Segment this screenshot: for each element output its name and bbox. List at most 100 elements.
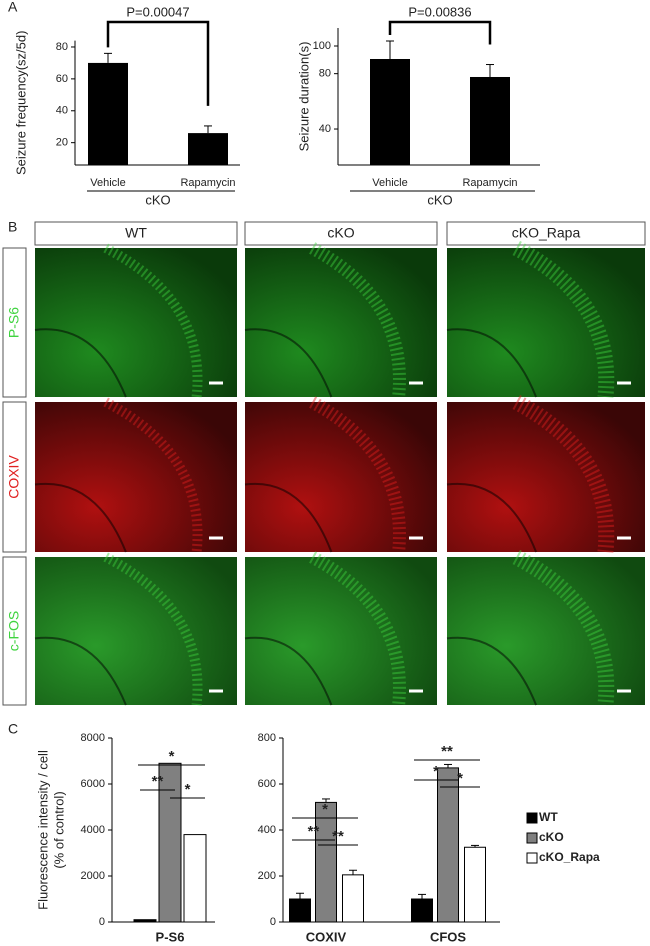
- panel-label: C: [8, 721, 18, 737]
- y-tick-label: 200: [258, 870, 276, 882]
- y-tick-label: 4000: [81, 824, 105, 836]
- significance-label: *: [433, 763, 439, 780]
- y-tick-label: 6000: [81, 778, 105, 790]
- cell-layer: [309, 396, 406, 553]
- y-axis-label: Seizure frequency(sz/5d): [13, 31, 28, 176]
- column-header-box: [244, 221, 438, 246]
- annotation: P=0.00047: [126, 4, 189, 19]
- y-tick-label: 80: [319, 68, 331, 80]
- bar: [315, 801, 337, 923]
- significance-label: *: [322, 801, 328, 818]
- y-axis-label: (% of control): [51, 791, 66, 868]
- group-label: cKO: [145, 192, 170, 207]
- tissue-edge: [34, 482, 127, 553]
- tissue-edge: [34, 328, 127, 398]
- bar: [370, 58, 410, 165]
- legend-label: cKO_Rapa: [539, 850, 600, 864]
- y-tick-label: 800: [258, 732, 276, 744]
- x-tick-label: COXIV: [306, 929, 347, 944]
- x-tick-label: Vehicle: [90, 177, 125, 189]
- bar: [470, 76, 510, 165]
- cell-layer: [309, 551, 406, 706]
- cell-layer: [512, 549, 615, 706]
- column-header-box: [34, 221, 238, 246]
- micrograph: [447, 557, 645, 705]
- significance-label: *: [457, 770, 463, 787]
- y-tick-label: 400: [258, 824, 276, 836]
- significance-label: *: [185, 781, 191, 798]
- bar: [88, 62, 128, 165]
- y-axis-label: Seizure duration(s): [296, 42, 311, 152]
- bar: [464, 846, 486, 923]
- significance-bracket: [388, 20, 492, 45]
- y-tick-label: 80: [56, 41, 68, 53]
- x-tick-label: Rapamycin: [462, 177, 517, 189]
- tissue-edge: [244, 636, 333, 706]
- legend-swatch: [526, 852, 538, 864]
- micrograph: [245, 557, 437, 705]
- significance-label: **: [441, 743, 453, 760]
- bar: [133, 919, 157, 923]
- legend-label: cKO: [539, 830, 564, 844]
- significance-label: **: [152, 773, 164, 790]
- y-tick-label: 0: [99, 916, 105, 928]
- column-header-box: [446, 221, 646, 246]
- y-tick-label: 40: [319, 123, 331, 135]
- tissue-edge: [446, 636, 538, 706]
- cell-layer: [103, 397, 203, 553]
- cell-layer: [512, 240, 615, 398]
- cell-layer: [309, 242, 406, 398]
- micrograph: [245, 248, 437, 397]
- micrograph: [35, 248, 237, 397]
- significance-label: **: [332, 828, 344, 845]
- row-header-box: [2, 247, 27, 398]
- group-label: cKO: [427, 192, 452, 207]
- y-axis-label: Fluorescence intensity / cell: [35, 750, 50, 910]
- significance-bracket: [106, 20, 210, 106]
- y-tick-label: 100: [313, 40, 331, 52]
- cell-layer: [103, 552, 203, 706]
- x-tick-label: Vehicle: [372, 177, 407, 189]
- y-tick-label: 8000: [81, 732, 105, 744]
- annotation: P=0.00836: [408, 4, 471, 19]
- tissue-edge: [446, 482, 538, 553]
- x-tick-label: CFOS: [430, 929, 466, 944]
- row-header: P-S6: [6, 307, 22, 338]
- column-header: cKO_Rapa: [512, 225, 581, 241]
- bar: [183, 834, 207, 923]
- y-tick-label: 60: [56, 73, 68, 85]
- y-tick-label: 40: [56, 105, 68, 117]
- bar: [158, 762, 182, 923]
- tissue-edge: [446, 328, 538, 398]
- significance-label: *: [169, 748, 175, 765]
- bar: [289, 898, 311, 923]
- panel-label: B: [8, 219, 17, 235]
- panel-label: A: [8, 0, 18, 15]
- cell-layer: [103, 243, 203, 398]
- significance-label: **: [308, 823, 320, 840]
- legend-swatch: [526, 832, 538, 844]
- y-tick-label: 2000: [81, 870, 105, 882]
- column-header: cKO: [327, 225, 354, 241]
- row-header-box: [2, 401, 27, 553]
- tissue-edge: [244, 482, 333, 553]
- row-header: COXIV: [6, 455, 22, 499]
- y-tick-label: 20: [56, 137, 68, 149]
- legend-label: WT: [539, 810, 558, 824]
- micrograph: [447, 248, 645, 397]
- tissue-edge: [244, 328, 333, 398]
- bar: [342, 874, 364, 923]
- legend-swatch: [526, 812, 538, 824]
- micrograph: [245, 402, 437, 552]
- row-header-box: [2, 556, 27, 706]
- column-header: WT: [125, 225, 147, 241]
- tissue-edge: [34, 636, 127, 706]
- micrograph: [447, 402, 645, 552]
- micrograph: [35, 557, 237, 705]
- y-tick-label: 0: [270, 916, 276, 928]
- bar: [437, 767, 459, 923]
- bar: [188, 133, 228, 165]
- y-tick-label: 600: [258, 778, 276, 790]
- row-header: c-FOS: [6, 611, 22, 651]
